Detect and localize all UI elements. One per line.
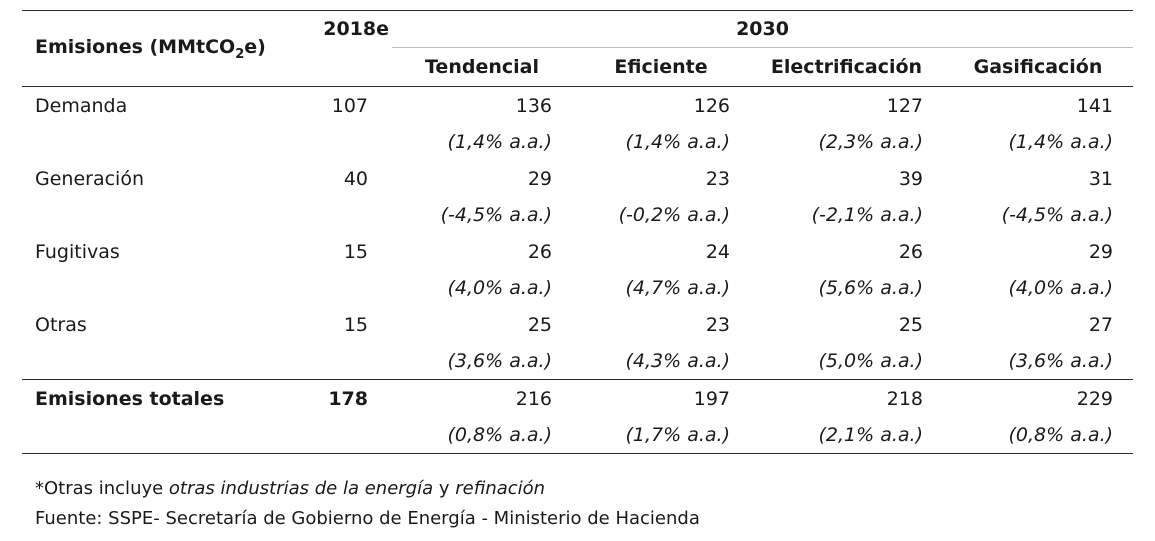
total-growth: (2,1% a.a.) [750,417,943,454]
header-scenario-gasificacion: Gasificación [943,47,1134,87]
cell-growth: (1,4% a.a.) [625,131,731,153]
total-value: 218 [750,379,943,417]
footnote: *Otras incluye otras industrias de la en… [35,478,546,499]
cell-growth: (2,3% a.a.) [818,131,924,153]
total-growth: (1,7% a.a.) [572,417,750,454]
total-base: 178 [282,379,392,417]
cell-growth: (4,0% a.a.) [1008,277,1114,299]
row-label: Otras [35,313,87,336]
cell-growth: (1,4% a.a.) [1008,131,1114,153]
cell-value: 23 [705,167,730,190]
header-scenario-tendencial: Tendencial [392,47,572,87]
empty-cell [22,417,282,454]
source-note: Fuente: SSPE- Secretaría de Gobierno de … [35,508,700,529]
table-row-total: Emisiones totales 178 216 197 218 229 [22,379,1134,417]
empty-cell [282,417,392,454]
cell-value: 26 [898,240,923,263]
emissions-table-container: Emisiones (MMtCO2e) 2018e 2030 Tendencia… [22,10,1134,454]
empty-cell [282,343,392,380]
empty-cell [282,270,392,306]
empty-cell [282,197,392,233]
cell-value: 25 [898,313,923,336]
table-row-total-growth: (0,8% a.a.) (1,7% a.a.) (2,1% a.a.) (0,8… [22,417,1134,454]
header-emissions-label: Emisiones (MMtCO2e) [22,10,282,87]
total-growth: (0,8% a.a.) [392,417,572,454]
table-row: Otras 15 25 23 25 27 [22,306,1133,343]
empty-cell [22,124,282,160]
cell-growth: (3,6% a.a.) [1008,350,1114,372]
cell-growth: (-2,1% a.a.) [811,204,923,226]
cell-growth: (-4,5% a.a.) [440,204,552,226]
header-group-year: 2030 [392,10,1134,48]
header-base-year: 2018e [282,10,392,87]
table-row: Demanda 107 136 126 127 141 [22,87,1133,125]
emissions-table: Emisiones (MMtCO2e) 2018e 2030 Tendencia… [22,10,1134,454]
total-value: 197 [572,379,750,417]
empty-cell [22,197,282,233]
cell-value: 141 [1076,94,1114,117]
empty-cell [22,270,282,306]
empty-cell [22,343,282,380]
cell-value: 24 [705,240,730,263]
cell-growth: (5,6% a.a.) [818,277,924,299]
cell-value: 29 [1088,240,1114,263]
cell-base: 107 [331,94,368,117]
table-row-growth: (-4,5% a.a.) (-0,2% a.a.) (-2,1% a.a.) (… [22,197,1133,233]
table-row-growth: (4,0% a.a.) (4,7% a.a.) (5,6% a.a.) (4,0… [22,270,1133,306]
empty-cell [282,124,392,160]
header-scenario-eficiente: Eficiente [572,47,750,87]
cell-value: 126 [693,94,730,117]
cell-value: 127 [886,94,923,117]
cell-value: 26 [527,240,552,263]
table-notes: *Otras incluye otras industrias de la en… [35,474,700,534]
table-row: Generación 40 29 23 39 31 [22,160,1133,197]
cell-growth: (4,0% a.a.) [447,277,553,299]
total-growth: (0,8% a.a.) [943,417,1134,454]
header-scenario-electrificacion: Electrificación [750,47,943,87]
table-row-growth: (1,4% a.a.) (1,4% a.a.) (2,3% a.a.) (1,4… [22,124,1133,160]
cell-value: 39 [898,167,923,190]
cell-value: 136 [515,94,552,117]
row-label: Fugitivas [35,240,120,263]
cell-growth: (4,3% a.a.) [625,350,731,372]
row-label: Demanda [35,94,128,117]
cell-growth: (3,6% a.a.) [447,350,553,372]
cell-value: 31 [1088,167,1114,190]
cell-value: 25 [527,313,552,336]
cell-base: 15 [343,313,368,336]
total-value: 229 [943,379,1134,417]
total-label: Emisiones totales [22,379,282,417]
total-value: 216 [392,379,572,417]
table-row-growth: (3,6% a.a.) (4,3% a.a.) (5,0% a.a.) (3,6… [22,343,1133,380]
cell-growth: (-4,5% a.a.) [1001,204,1114,226]
cell-growth: (5,0% a.a.) [818,350,924,372]
cell-growth: (4,7% a.a.) [625,277,731,299]
table-row: Fugitivas 15 26 24 26 29 [22,233,1133,270]
cell-growth: (1,4% a.a.) [447,131,553,153]
cell-base: 40 [343,167,368,190]
cell-base: 15 [343,240,368,263]
row-label: Generación [35,167,144,190]
cell-value: 27 [1088,313,1114,336]
cell-value: 29 [527,167,552,190]
cell-value: 23 [705,313,730,336]
cell-growth: (-0,2% a.a.) [618,204,730,226]
